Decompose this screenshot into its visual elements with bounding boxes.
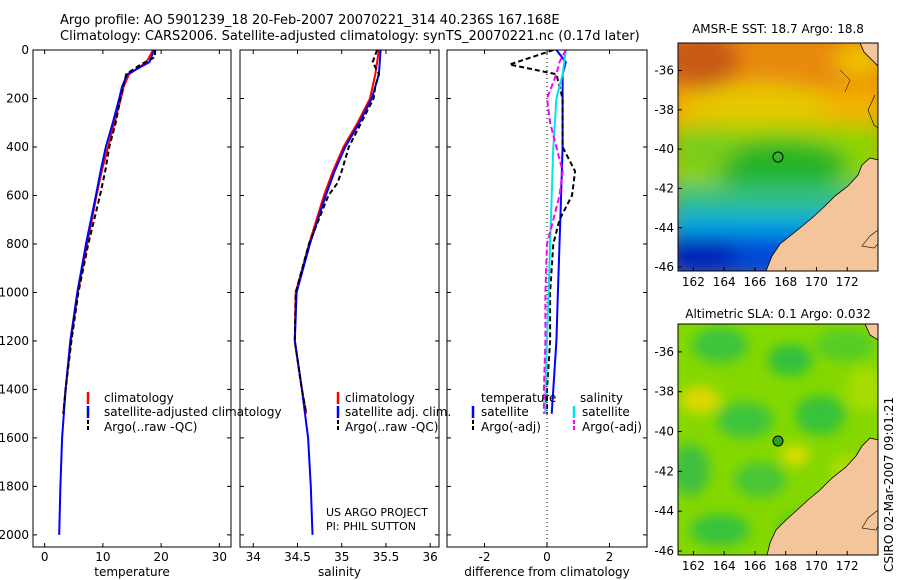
- sst-lat-tick-label: -42: [654, 181, 674, 195]
- sla-lat-tick-label: -44: [654, 504, 674, 518]
- temperature-legend-argo: Argo(..raw -QC): [104, 420, 197, 434]
- sst-lon-tick-label: 170: [805, 275, 828, 289]
- sla-lat-tick-label: -38: [654, 385, 674, 399]
- pi-label: PI: PHIL SUTTON: [326, 520, 416, 533]
- temperature-xtick-label: 20: [153, 550, 168, 564]
- sst-lat-tick-label: -40: [654, 142, 674, 156]
- difference-xtick-label: -2: [479, 550, 491, 564]
- salinity-legend-satellite: satellite adj. clim.: [345, 405, 451, 419]
- land-south-island-sla: [766, 437, 878, 555]
- sla-lat-tick-label: -46: [654, 544, 674, 558]
- sst-lat-tick-label: -38: [654, 103, 674, 117]
- depth-tick-label: 600: [6, 188, 29, 202]
- sla-lon-tick-label: 166: [743, 559, 766, 573]
- land-north-island: [859, 43, 878, 67]
- difference-xtick-label: 0: [543, 550, 551, 564]
- sst-float-marker: [772, 151, 784, 163]
- diff-legend-temp-argo: Argo(-adj): [481, 420, 541, 434]
- salinity-legend-argo: Argo(..raw -QC): [345, 420, 438, 434]
- difference-series-temperature-argo-adj-: [505, 50, 577, 414]
- temperature-series-argo-raw-qc-: [62, 50, 157, 414]
- figure-title-line2: Climatology: CARS2006. Satellite-adjuste…: [60, 29, 640, 44]
- depth-tick-label: 1200: [0, 334, 29, 348]
- diff-legend-sal-argo: Argo(-adj): [582, 420, 642, 434]
- sst-lon-tick-label: 164: [713, 275, 736, 289]
- sla-lon-tick-label: 164: [713, 559, 736, 573]
- sst-map-title: AMSR-E SST: 18.7 Argo: 18.8: [692, 22, 864, 36]
- sst-lon-tick-label: 166: [743, 275, 766, 289]
- difference-xtick-label: 2: [606, 550, 614, 564]
- salinity-xtick-label: 35: [334, 550, 349, 564]
- salinity-series-climatology: [293, 50, 380, 414]
- sst-lat-tick-label: -36: [654, 64, 674, 78]
- temperature-xtick-label: 30: [212, 550, 227, 564]
- temperature-series-climatology: [62, 50, 154, 414]
- depth-tick-label: 200: [6, 91, 29, 105]
- depth-tick-label: 1600: [0, 431, 29, 445]
- sla-lon-tick-label: 172: [836, 559, 859, 573]
- sla-lat-tick-label: -42: [654, 464, 674, 478]
- temperature-xlabel: temperature: [94, 565, 169, 579]
- depth-tick-label: 1800: [0, 479, 29, 493]
- sst-lon-tick-label: 168: [774, 275, 797, 289]
- depth-tick-label: 1000: [0, 285, 29, 299]
- salinity-legend: climatology satellite adj. clim. Argo(..…: [326, 391, 451, 533]
- depth-tick-label: 2000: [0, 528, 29, 542]
- depth-tick-label: 0: [21, 43, 29, 57]
- diff-legend-sal-heading: salinity: [580, 391, 623, 405]
- project-label: US ARGO PROJECT: [326, 506, 428, 519]
- temperature-legend: climatology satellite-adjusted climatolo…: [86, 391, 282, 434]
- salinity-legend-climatology: climatology: [345, 391, 415, 405]
- difference-series-salinity-argo-adj-: [542, 50, 567, 414]
- sst-map-panel: 162 164 166 168 170 172 -36 -38 -40 -42 -44 -46: [654, 42, 879, 289]
- temperature-legend-satellite: satellite-adjusted climatology: [104, 405, 282, 419]
- sla-lat-tick-label: -36: [654, 345, 674, 359]
- sla-lon-tick-label: 168: [774, 559, 797, 573]
- diff-legend-temp-satellite: satellite: [481, 405, 529, 419]
- depth-tick-label: 1400: [0, 382, 29, 396]
- difference-xlabel: difference from climatology: [464, 565, 630, 579]
- land-south-island: [765, 157, 878, 271]
- diff-legend-temp-heading: temperature: [481, 391, 556, 405]
- sst-lon-tick-label: 162: [682, 275, 705, 289]
- salinity-xtick-label: 34: [246, 550, 261, 564]
- sst-lat-tick-label: -44: [654, 221, 674, 235]
- salinity-xtick-label: 36: [423, 550, 438, 564]
- diff-legend-sal-satellite: satellite: [582, 405, 630, 419]
- temperature-axes-frame: [32, 49, 232, 548]
- temperature-xtick-label: 0: [41, 550, 49, 564]
- depth-tick-label: 800: [6, 237, 29, 251]
- salinity-axes-frame: [239, 49, 440, 548]
- temperature-xtick-label: 10: [95, 550, 110, 564]
- sla-map-title: Altimetric SLA: 0.1 Argo: 0.032: [685, 307, 870, 321]
- salinity-xlabel: salinity: [318, 565, 361, 579]
- temperature-series-satellite-adjusted-climatology: [58, 50, 156, 535]
- difference-series-temperature-satellite: [550, 50, 567, 414]
- depth-tick-label: 400: [6, 140, 29, 154]
- sst-lat-tick-label: -46: [654, 260, 674, 274]
- sla-lat-tick-label: -40: [654, 425, 674, 439]
- temperature-panel: 0 10 20 30 0 200 400 600 800 1000 1200 1400 1600 1800…: [0, 43, 232, 579]
- difference-series-salinity-satellite: [544, 50, 567, 414]
- salinity-series-argo-raw-qc-: [293, 50, 380, 414]
- sst-lon-tick-label: 172: [836, 275, 859, 289]
- salinity-xtick-label: 34.5: [284, 550, 311, 564]
- figure-title-line1: Argo profile: AO 5901239_18 20-Feb-2007 …: [60, 13, 560, 28]
- temperature-legend-climatology: climatology: [104, 391, 174, 405]
- sla-lon-tick-label: 170: [805, 559, 828, 573]
- sla-lon-tick-label: 162: [682, 559, 705, 573]
- salinity-xtick-label: 35.5: [373, 550, 400, 564]
- sla-float-marker: [772, 435, 784, 447]
- difference-legend: temperature salinity satellite Argo(-adj…: [471, 391, 642, 434]
- salinity-panel: 34 34.5 35 35.5 36 salinity: [239, 49, 440, 579]
- sla-map-panel: 162 164 166 168 170 172 -36 -38 -40 -42 -44 -46: [654, 323, 879, 573]
- salinity-series-satellite-adj-clim-: [293, 50, 382, 535]
